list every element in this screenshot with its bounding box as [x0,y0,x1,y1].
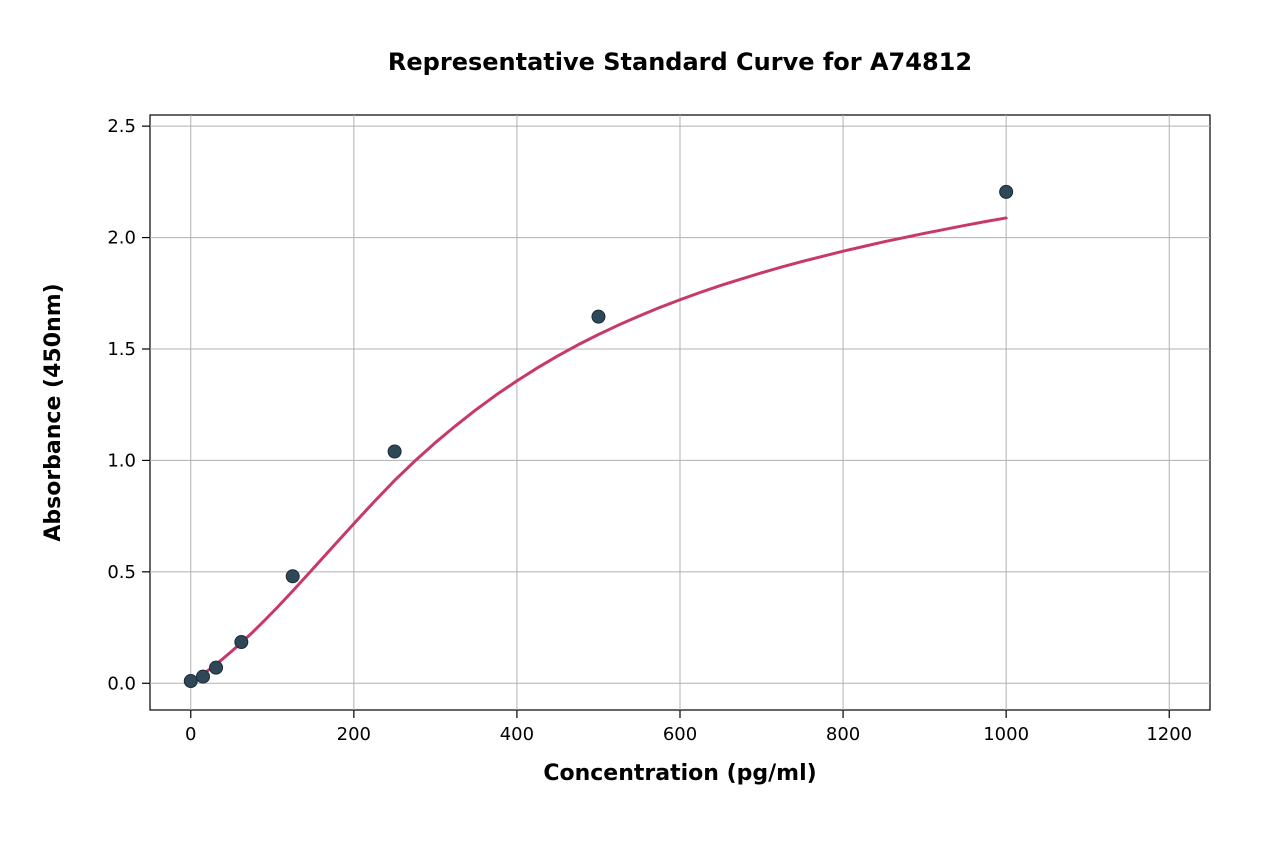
data-point [592,310,605,323]
y-axis-label: Absorbance (450nm) [41,283,66,541]
data-point [197,670,210,683]
ytick-label: 1.5 [107,339,136,360]
data-point [388,445,401,458]
xtick-label: 0 [185,724,196,745]
ytick-label: 0.0 [107,673,136,694]
xtick-label: 400 [500,724,534,745]
xtick-label: 1200 [1146,724,1192,745]
x-axis-label: Concentration (pg/ml) [543,761,816,786]
data-point [235,636,248,649]
xtick-label: 1000 [983,724,1029,745]
data-point [286,570,299,583]
xtick-label: 600 [663,724,697,745]
standard-curve-chart: 0 200 400 600 800 1000 1200 0.0 0.5 1.0 1.5 2.0 2.5 R… [0,0,1280,845]
ytick-label: 2.5 [107,116,136,137]
ytick-label: 2.0 [107,228,136,249]
data-point [210,661,223,674]
data-point [1000,185,1013,198]
xtick-label: 200 [337,724,371,745]
xtick-label: 800 [826,724,860,745]
chart-bg [0,0,1280,845]
data-point [184,675,197,688]
chart-title: Representative Standard Curve for A74812 [388,48,972,76]
ytick-label: 1.0 [107,450,136,471]
ytick-label: 0.5 [107,562,136,583]
chart-container: 0 200 400 600 800 1000 1200 0.0 0.5 1.0 1.5 2.0 2.5 R… [0,0,1280,845]
